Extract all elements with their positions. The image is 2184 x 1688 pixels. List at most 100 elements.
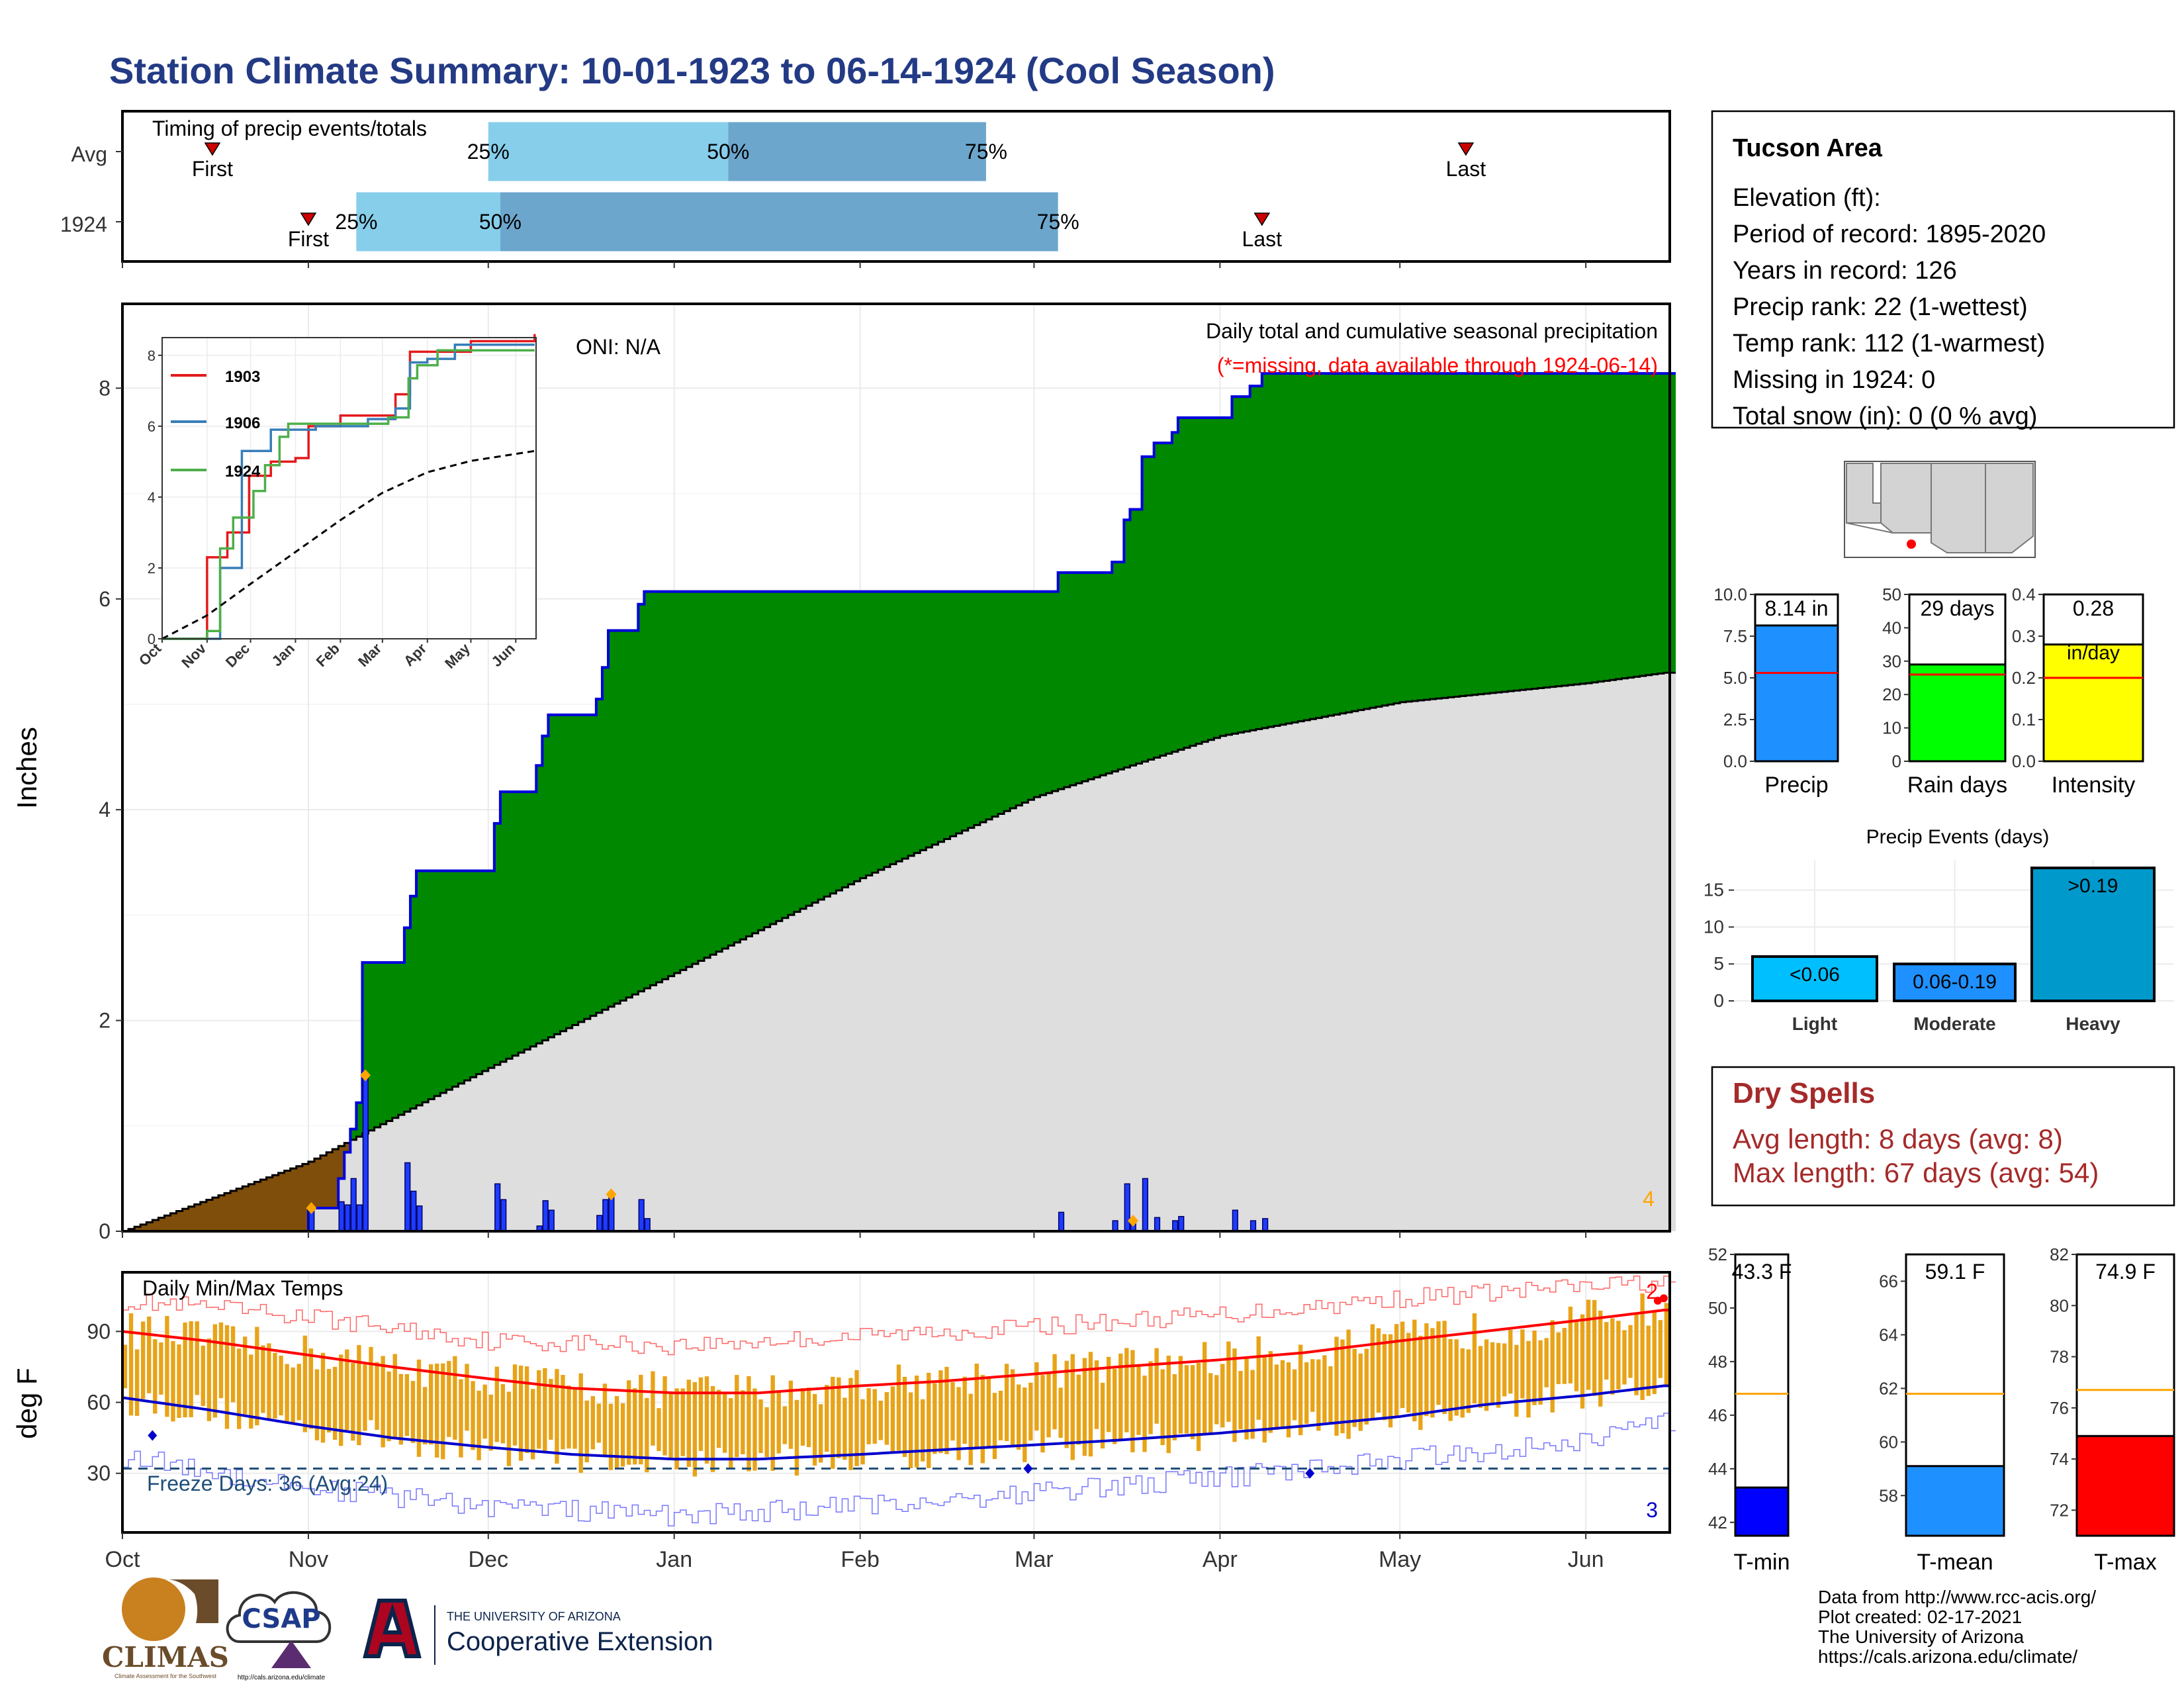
events-bar-Moderate (1893, 962, 2017, 1003)
temp-daily-bar (1064, 1360, 1069, 1448)
temp-daily-bar (1238, 1370, 1243, 1429)
temp-daily-bar (590, 1396, 595, 1450)
temp-summary-tick-label: 50 (1708, 1298, 1727, 1318)
temp-daily-bar (392, 1354, 397, 1438)
temp-daily-bars (122, 1293, 1669, 1477)
temp-daily-bar (1490, 1342, 1495, 1405)
timing-label-first: First (192, 157, 233, 181)
events-category-label: Light (1792, 1013, 1837, 1034)
precip-y-tick-label: 4 (99, 798, 111, 821)
mini-bar-label-1: Rain days (1907, 773, 2007, 798)
temp-daily-bar (639, 1374, 643, 1465)
temp-daily-bar (171, 1340, 175, 1422)
inset-legend: 1903 1906 1924 (171, 368, 261, 481)
temp-daily-bar (441, 1363, 445, 1460)
temp-daily-bar (1592, 1299, 1597, 1396)
inset-bg (162, 338, 536, 639)
temp-daily-bar (537, 1370, 541, 1449)
timing-bar-25-50 (488, 122, 729, 181)
ua-logo-bottom-text: Cooperative Extension (447, 1627, 713, 1656)
temp-daily-bar (549, 1379, 553, 1440)
temp-daily-bar (218, 1322, 224, 1399)
temp-daily-bar (543, 1368, 547, 1453)
csap-logo-text: CSAP (242, 1604, 320, 1634)
temp-daily-bar (806, 1387, 811, 1448)
temp-daily-bar (633, 1388, 637, 1465)
temp-daily-bar (596, 1403, 602, 1443)
temp-daily-bar (758, 1399, 763, 1453)
temp-daily-bar (351, 1362, 355, 1441)
mini-bar-tick-label: 50 (1882, 585, 1901, 604)
temp-daily-bar (435, 1363, 439, 1458)
temp-daily-bar (465, 1364, 469, 1431)
daily-precip-bar (602, 1199, 609, 1232)
temp-daily-bar (812, 1393, 817, 1466)
temp-daily-bar (243, 1336, 248, 1415)
temp-daily-bar (872, 1389, 877, 1444)
mini-bar-tick-label: 10.0 (1713, 585, 1747, 604)
temp-daily-bar (518, 1365, 523, 1461)
timing-label-25: 25% (335, 210, 377, 234)
temp-daily-bar (1244, 1358, 1249, 1440)
events-category-label: Heavy (2066, 1013, 2120, 1034)
daily-precip-bar (356, 1204, 363, 1232)
mini-bar-tick-label: 0.0 (1723, 751, 1747, 771)
precip-chart-subtitle: (*=missing, data available through 1924-… (1217, 353, 1658, 377)
temp-chart: 30 60 90 Oct Nov Dec Jan Feb Mar Apr May Jun Daily … (11, 1271, 1676, 1572)
temp-daily-bar (339, 1354, 343, 1446)
temp-x-tick-label: Jun (1568, 1547, 1604, 1572)
temp-daily-bar (614, 1396, 619, 1470)
daily-precip-bar (362, 1074, 369, 1232)
temp-daily-bar (1046, 1372, 1051, 1438)
temp-daily-bar (1652, 1311, 1657, 1394)
temp-daily-bar (968, 1393, 973, 1466)
temp-summary-label: T-mean (1917, 1550, 1993, 1575)
temp-daily-bar (1124, 1348, 1129, 1432)
events-tick-label: 15 (1704, 880, 1724, 900)
temp-daily-bar (1136, 1365, 1141, 1435)
daily-precip-bar (1142, 1178, 1148, 1232)
temp-daily-bar (128, 1313, 134, 1416)
temp-daily-bar (1208, 1373, 1213, 1433)
mini-bar-tick-label: 7.5 (1723, 626, 1747, 646)
temp-daily-bar (416, 1359, 422, 1457)
station-location-dot (1907, 539, 1916, 549)
temp-summary-bar-T-min (1734, 1486, 1790, 1537)
temp-daily-bar (1023, 1387, 1027, 1462)
page-title: Station Climate Summary: 10-01-1923 to 0… (109, 50, 1275, 91)
precip-events-marks: <0.06 Light 0.06-0.19 Moderate >0.19 Heavy 0 5 1… (1704, 861, 2174, 1034)
precip-y-axis: 0 2 4 6 8 (99, 376, 1587, 1243)
timing-label-50: 50% (479, 210, 522, 234)
precip-y-tick-label: 8 (99, 376, 111, 400)
temp-daily-bar (279, 1355, 283, 1416)
temp-daily-bar (1274, 1364, 1279, 1430)
precip-events-title: Precip Events (days) (1866, 826, 2050, 848)
temp-daily-bar (567, 1385, 571, 1449)
temp-daily-bar (764, 1407, 769, 1458)
temp-daily-bar (1160, 1369, 1165, 1446)
temp-daily-bar (1214, 1375, 1219, 1425)
daily-precip-bar (1172, 1220, 1179, 1232)
temp-daily-bar (692, 1382, 698, 1477)
timing-label-last: Last (1242, 227, 1283, 251)
station-name: Tucson Area (1733, 134, 1883, 162)
timing-frame (121, 110, 1671, 263)
temp-summary-tick-label: 82 (2050, 1244, 2069, 1264)
credit-line-3: The University of Arizona (1818, 1626, 2025, 1647)
temp-daily-bar (1148, 1361, 1153, 1434)
temp-corner-top: 2 (1646, 1280, 1658, 1303)
temp-daily-bar (314, 1369, 320, 1440)
temp-daily-bar (531, 1389, 535, 1460)
temp-summary-tick-label: 66 (1879, 1271, 1898, 1291)
csap-logo-url: http://cals.arizona.edu/climate (238, 1674, 326, 1681)
temp-daily-bar (398, 1374, 403, 1445)
temp-daily-bar (704, 1376, 709, 1464)
temp-daily-bar (1316, 1359, 1321, 1431)
inset-avg-line (161, 449, 537, 640)
temp-daily-bar (1070, 1354, 1075, 1460)
daily-precip-bar (1058, 1211, 1065, 1232)
temp-daily-bar (369, 1346, 373, 1421)
temp-daily-bar (1532, 1330, 1537, 1405)
temp-daily-bar (1562, 1328, 1567, 1384)
temp-daily-bar (1166, 1355, 1171, 1454)
